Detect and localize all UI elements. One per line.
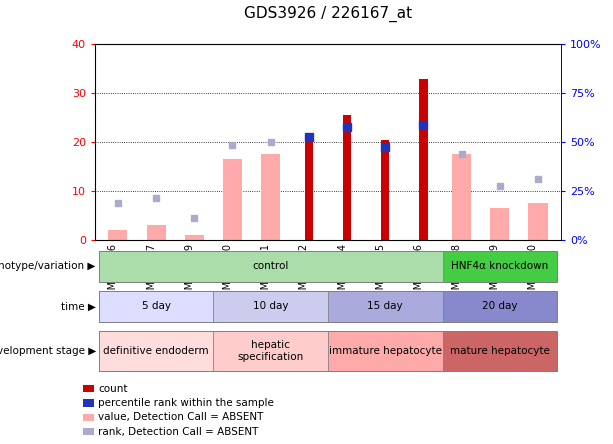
Bar bbox=[490, 208, 509, 240]
Text: value, Detection Call = ABSENT: value, Detection Call = ABSENT bbox=[98, 412, 264, 422]
Text: rank, Detection Call = ABSENT: rank, Detection Call = ABSENT bbox=[98, 427, 259, 437]
Text: genotype/variation ▶: genotype/variation ▶ bbox=[0, 262, 96, 271]
Text: development stage ▶: development stage ▶ bbox=[0, 346, 96, 356]
Bar bbox=[528, 203, 547, 240]
Text: hepatic
specification: hepatic specification bbox=[238, 340, 304, 361]
Text: control: control bbox=[253, 262, 289, 271]
Text: mature hepatocyte: mature hepatocyte bbox=[450, 346, 550, 356]
Text: immature hepatocyte: immature hepatocyte bbox=[329, 346, 442, 356]
Text: 10 day: 10 day bbox=[253, 301, 289, 311]
Bar bbox=[147, 225, 166, 240]
Text: 20 day: 20 day bbox=[482, 301, 517, 311]
Text: definitive endoderm: definitive endoderm bbox=[104, 346, 209, 356]
Text: time ▶: time ▶ bbox=[61, 301, 96, 311]
Bar bbox=[381, 140, 389, 240]
Text: 5 day: 5 day bbox=[142, 301, 170, 311]
Text: GDS3926 / 226167_at: GDS3926 / 226167_at bbox=[244, 6, 412, 22]
Bar bbox=[343, 115, 351, 240]
Bar bbox=[452, 155, 471, 240]
Bar bbox=[261, 155, 280, 240]
Text: 15 day: 15 day bbox=[367, 301, 403, 311]
Bar bbox=[305, 137, 313, 240]
Bar bbox=[223, 159, 242, 240]
Text: HNF4α knockdown: HNF4α knockdown bbox=[451, 262, 549, 271]
Bar bbox=[185, 235, 204, 240]
Bar bbox=[109, 230, 128, 240]
Text: count: count bbox=[98, 384, 128, 394]
Text: percentile rank within the sample: percentile rank within the sample bbox=[98, 398, 274, 408]
Bar bbox=[419, 79, 428, 240]
